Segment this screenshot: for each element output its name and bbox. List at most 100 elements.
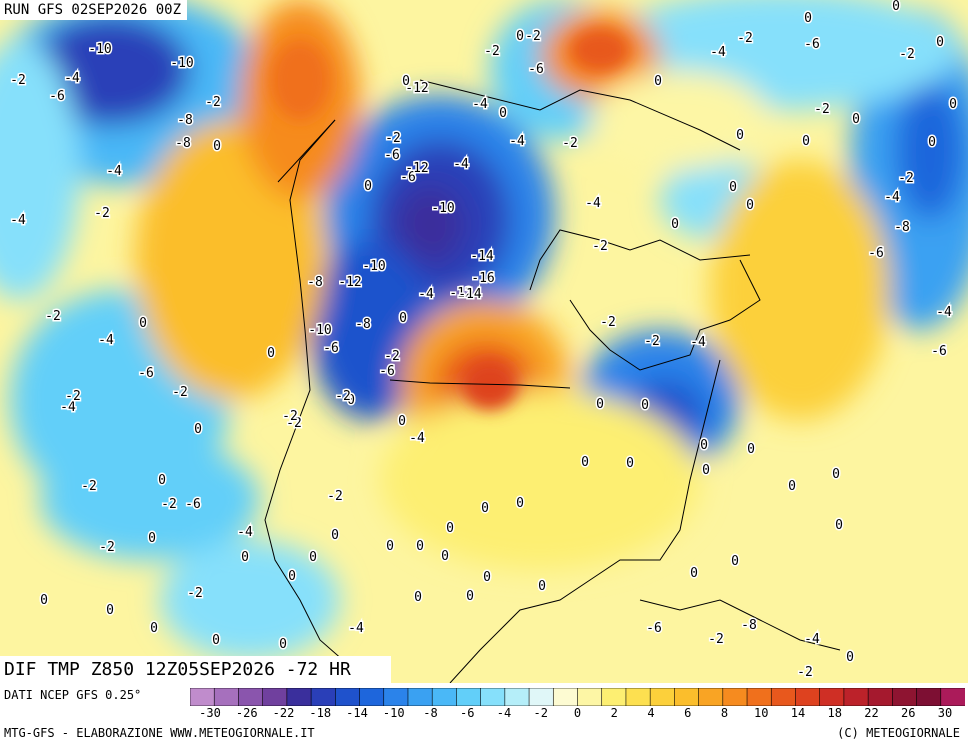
- colorbar-tick-label: 4: [647, 706, 655, 720]
- anomaly-value-label: 0: [483, 570, 491, 585]
- anomaly-value-label: -4: [884, 190, 900, 205]
- anomaly-value-label: -4: [804, 632, 820, 647]
- colorbar-swatch: [456, 688, 482, 706]
- anomaly-value-label: -4: [472, 97, 488, 112]
- anomaly-value-label: -6: [528, 62, 544, 77]
- anomaly-value-label: -4: [409, 431, 425, 446]
- anomaly-value-label: -2: [600, 315, 616, 330]
- anomaly-value-label: -4: [509, 134, 525, 149]
- anomaly-value-label: -2: [161, 497, 177, 512]
- anomaly-value-label: -14: [470, 249, 494, 264]
- anomaly-value-label: 0: [892, 0, 900, 14]
- anomaly-value-label: -8: [307, 275, 323, 290]
- anomaly-value-label: -12: [449, 286, 472, 301]
- colorbar-tick-label: -6: [460, 706, 475, 720]
- anomaly-value-label: -4: [936, 305, 952, 320]
- anomaly-value-label: -2: [282, 409, 298, 424]
- colorbar-tick-label: 30: [937, 706, 953, 720]
- anomaly-value-label: 0: [309, 550, 317, 565]
- colorbar-swatch: [528, 688, 555, 706]
- anomaly-value-label: 0: [538, 579, 546, 594]
- colorbar-swatch: [310, 688, 337, 706]
- anomaly-value-label: -8: [894, 220, 910, 235]
- colorbar-tick-label: 26: [901, 706, 916, 720]
- anomaly-value-label: -6: [49, 89, 65, 104]
- anomaly-value-label: 0: [386, 539, 394, 554]
- anomaly-labels: -10-10-2 -4-8-6 -2-8-40-4 -20-20-4-6-2-4-20…: [9, 0, 959, 682]
- anomaly-value-label: 0: [671, 217, 679, 232]
- colorbar-swatch: [698, 688, 724, 706]
- anomaly-value-label: -6: [804, 37, 820, 52]
- anomaly-value-label: -2: [187, 586, 203, 601]
- anomaly-value-label: -2: [708, 632, 724, 647]
- colorbar-swatch: [601, 688, 627, 706]
- anomaly-value-label: -4: [106, 164, 122, 179]
- colorbar-swatch: [190, 688, 216, 706]
- colorbar-swatch: [552, 688, 579, 706]
- anomaly-value-label: 0: [106, 603, 114, 618]
- colorbar-tick-label: -26: [235, 706, 258, 720]
- colorbar-swatch: [940, 688, 965, 706]
- anomaly-value-label: 0: [516, 29, 524, 44]
- anomaly-value-label: -6: [323, 341, 339, 356]
- colorbar-swatch: [795, 688, 821, 706]
- colorbar-swatch: [746, 688, 773, 706]
- colorbar-tick-label: -14: [346, 706, 368, 720]
- colorbar-swatch: [431, 688, 458, 706]
- anomaly-value-label: 0: [936, 35, 944, 50]
- temperature-anomaly-map: -10-10-2 -4-8-6 -2-8-40-4 -20-20-4-6-2-4-20…: [0, 0, 968, 683]
- anomaly-value-label: 0: [626, 456, 634, 471]
- anomaly-value-label: 0: [700, 438, 708, 453]
- anomaly-value-label: 0: [928, 135, 936, 150]
- anomaly-value-label: -2: [562, 136, 578, 151]
- anomaly-value-label: 0: [499, 106, 507, 121]
- credit-left: MTG-GFS - ELABORAZIONE WWW.METEOGIORNALE…: [4, 726, 315, 740]
- anomaly-value-label: -6: [931, 344, 947, 359]
- anomaly-value-label: 0: [702, 463, 710, 478]
- colorbar-tick-label: -10: [382, 706, 405, 720]
- colorbar-swatch: [504, 688, 530, 706]
- anomaly-value-label: -8: [177, 113, 193, 128]
- anomaly-value-label: -2: [814, 102, 830, 117]
- colorbar-swatch: [383, 688, 409, 706]
- anomaly-value-label: -2: [484, 44, 500, 59]
- anomaly-value-label: -2: [172, 385, 188, 400]
- anomaly-value-label: 0: [331, 528, 339, 543]
- anomaly-value-label: -2: [644, 334, 660, 349]
- anomaly-value-label: 0: [279, 637, 287, 652]
- colorbar-tick-label: -18: [309, 706, 332, 720]
- colorbar-tick-label: 8: [720, 706, 729, 720]
- colorbar-swatch: [407, 688, 433, 706]
- anomaly-value-label: 0: [690, 566, 698, 581]
- anomaly-value-label: -4: [690, 335, 706, 350]
- anomaly-value-label: 0: [802, 134, 810, 149]
- anomaly-value-label: 0: [347, 393, 355, 408]
- anomaly-value-label: -12: [405, 81, 428, 96]
- anomaly-value-label: -4: [64, 71, 80, 86]
- anomaly-value-label: 0: [846, 650, 854, 665]
- anomaly-value-label: 0: [267, 346, 275, 361]
- anomaly-value-label: -2: [797, 665, 813, 680]
- anomaly-value-label: 0: [364, 179, 372, 194]
- anomaly-value-label: -2: [81, 479, 97, 494]
- anomaly-value-label: 0: [414, 590, 422, 605]
- colorbar-swatch: [674, 688, 700, 706]
- anomaly-value-label: 0: [398, 414, 406, 429]
- anomaly-value-label: -8: [741, 618, 757, 633]
- colorbar-tick-label: 14: [790, 706, 806, 720]
- colorbar-swatch: [480, 688, 506, 706]
- anomaly-value-label: -10: [362, 259, 385, 274]
- anomaly-value-label: 0: [446, 521, 454, 536]
- anomaly-value-label: -4: [60, 400, 76, 415]
- colorbar-tick-label: 2: [610, 706, 618, 720]
- anomaly-value-label: 0: [746, 198, 754, 213]
- anomaly-value-label: -12: [338, 275, 361, 290]
- anomaly-value-label: 0: [416, 539, 424, 554]
- data-source: DATI NCEP GFS 0.25°: [4, 688, 142, 702]
- anomaly-value-label: -6: [185, 497, 201, 512]
- anomaly-value-label: 0: [641, 398, 649, 413]
- colorbar-tick-label: -8: [423, 706, 438, 720]
- anomaly-value-label: -10: [308, 323, 331, 338]
- anomaly-value-label: -2: [592, 239, 608, 254]
- anomaly-value-label: -6: [400, 170, 416, 185]
